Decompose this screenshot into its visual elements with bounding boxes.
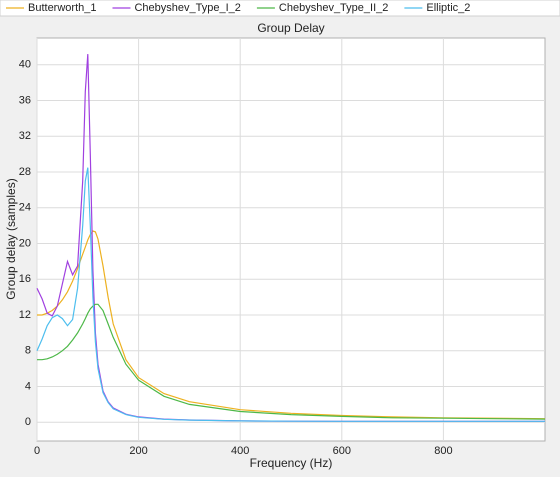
x-tick-label: 0 (34, 445, 40, 457)
legend-label: Elliptic_2 (426, 2, 470, 14)
y-tick-label: 32 (19, 130, 31, 142)
y-tick-label: 8 (25, 345, 31, 357)
x-tick-label: 200 (129, 445, 147, 457)
y-tick-label: 28 (19, 166, 31, 178)
plot-area (36, 37, 546, 442)
y-axis-label: Group delay (samples) (4, 178, 18, 299)
series-line (37, 230, 546, 420)
y-tick-label: 40 (19, 59, 31, 71)
y-tick-label: 12 (19, 309, 31, 321)
series-line (36, 167, 545, 422)
y-tick-label: 16 (19, 273, 31, 285)
x-axis-label: Frequency (Hz) (250, 456, 333, 470)
series-line (37, 303, 546, 420)
chart-title: Group Delay (257, 21, 324, 35)
y-tick-label: 0 (25, 416, 31, 428)
y-tick-label: 4 (25, 380, 31, 392)
x-tick-label: 400 (231, 445, 249, 457)
y-tick-label: 24 (19, 202, 31, 214)
x-tick-label: 800 (434, 445, 452, 457)
y-tick-label: 20 (19, 237, 31, 249)
legend-label: Chebyshev_Type_II_2 (279, 2, 388, 14)
legend-label: Butterworth_1 (28, 2, 96, 14)
x-tick-label: 600 (333, 445, 351, 457)
legend-bar (0, 0, 560, 17)
y-tick-label: 36 (19, 94, 31, 106)
legend-label: Chebyshev_Type_I_2 (134, 2, 240, 14)
